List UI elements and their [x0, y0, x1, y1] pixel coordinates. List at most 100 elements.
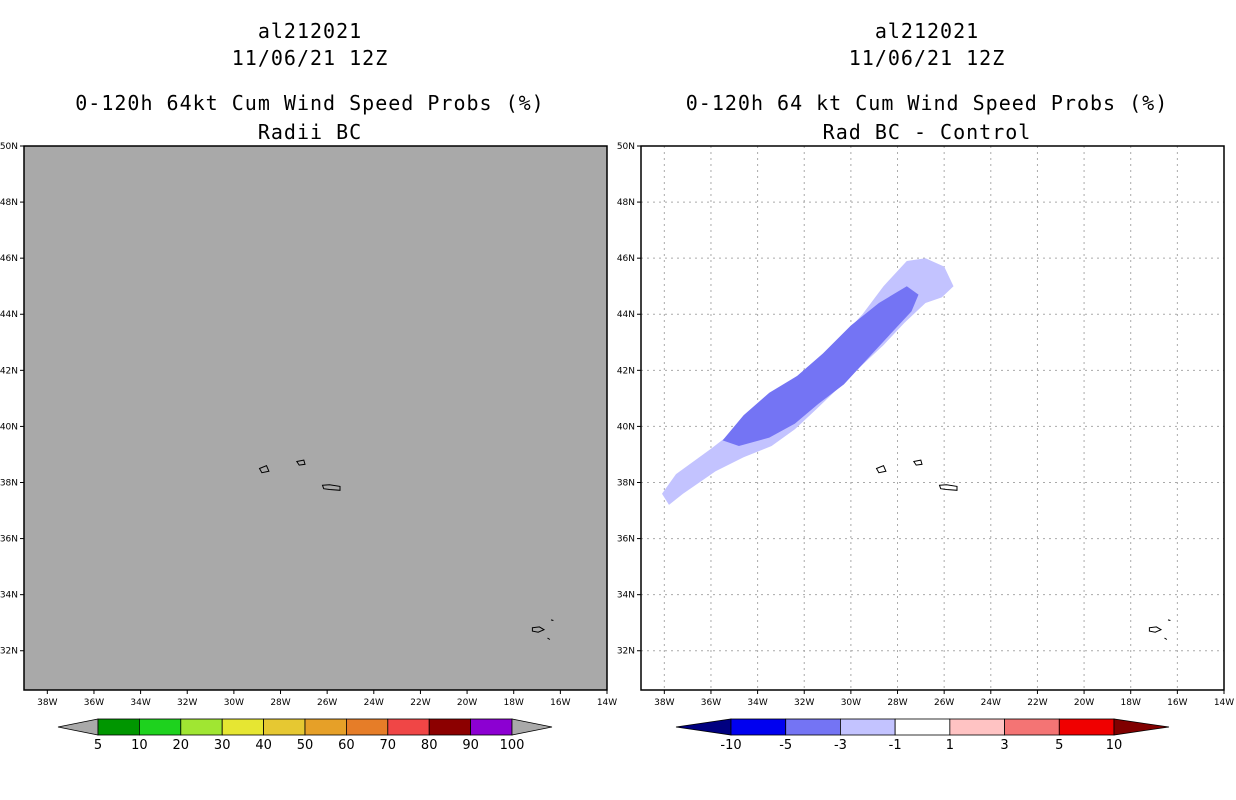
colorbar-arrow-low — [675, 718, 732, 736]
x-tick-label: 24W — [364, 698, 384, 708]
x-tick-label: 22W — [1027, 698, 1047, 708]
right-title: 0-120h 64 kt Cum Wind Speed Probs (%) — [685, 91, 1169, 115]
plot-area-panel-0 — [24, 146, 607, 690]
plot-frame — [23, 145, 608, 691]
y-tick-label: 36N — [617, 535, 635, 545]
island-coastline — [1164, 637, 1168, 640]
colorbar-label: 10 — [131, 738, 148, 753]
x-tick-label: 36W — [84, 698, 104, 708]
colorbar-segment — [345, 718, 389, 736]
colorbar-label: 60 — [338, 738, 355, 753]
colorbar-label: -3 — [834, 738, 847, 753]
island-coastline — [321, 484, 341, 491]
x-tick-label: 34W — [747, 698, 767, 708]
colorbar-label: -1 — [889, 738, 902, 753]
colorbar-segment — [1004, 718, 1060, 736]
colorbar-label: -5 — [779, 738, 792, 753]
y-tick-label: 50N — [617, 142, 635, 152]
colorbar-label: 70 — [380, 738, 397, 753]
colorbar-segment — [97, 718, 140, 736]
left-storm-id: al212021 — [257, 19, 363, 43]
colorbar-segment — [138, 718, 182, 736]
island-coastline — [938, 484, 958, 491]
x-tick-label: 26W — [317, 698, 337, 708]
left-title: 0-120h 64kt Cum Wind Speed Probs (%) — [75, 91, 545, 115]
y-tick-label: 40N — [0, 422, 18, 432]
colorbar-arrow-high — [1113, 718, 1170, 736]
y-tick-label: 44N — [617, 310, 635, 320]
x-tick-label: 18W — [504, 698, 524, 708]
x-tick-label: 32W — [177, 698, 197, 708]
right-date: 11/06/21 12Z — [848, 46, 1006, 70]
island-coastline — [258, 465, 270, 474]
y-tick-label: 48N — [617, 198, 635, 208]
x-tick-label: 16W — [1167, 698, 1187, 708]
y-tick-label: 42N — [0, 366, 18, 376]
island-coastline — [295, 459, 306, 466]
y-tick-label: 38N — [0, 478, 18, 488]
island-coastline — [1167, 619, 1171, 621]
x-tick-label: 30W — [841, 698, 861, 708]
y-tick-label: 50N — [0, 142, 18, 152]
x-tick-label: 32W — [794, 698, 814, 708]
colorbar-label: 30 — [214, 738, 231, 753]
colorbar-label: 20 — [173, 738, 190, 753]
x-tick-label: 14W — [597, 698, 617, 708]
y-tick-label: 46N — [0, 254, 18, 264]
x-tick-label: 20W — [457, 698, 477, 708]
plot-frame — [640, 145, 1225, 691]
colorbar-label: 3 — [1000, 738, 1008, 753]
right-subtitle: Rad BC - Control — [822, 120, 1032, 144]
colorbar-label: 80 — [421, 738, 438, 753]
colorbar-label: -10 — [720, 738, 741, 753]
y-tick-label: 40N — [617, 422, 635, 432]
x-tick-label: 38W — [654, 698, 674, 708]
x-tick-label: 26W — [934, 698, 954, 708]
island-coastline — [1148, 626, 1163, 633]
colorbar-segment — [180, 718, 223, 736]
x-tick-label: 14W — [1214, 698, 1234, 708]
colorbar-segment — [304, 718, 347, 736]
right-storm-id: al212021 — [874, 19, 980, 43]
colorbar-segment — [428, 718, 472, 736]
plot-area-panel-1 — [641, 146, 1224, 690]
island-coastline — [912, 459, 923, 466]
colorbar-segment — [1058, 718, 1115, 736]
y-tick-label: 32N — [617, 647, 635, 657]
y-tick-label: 48N — [0, 198, 18, 208]
colorbar-segment — [730, 718, 787, 736]
x-tick-label: 30W — [224, 698, 244, 708]
x-tick-label: 24W — [981, 698, 1001, 708]
colorbar-segment — [263, 718, 306, 736]
x-tick-label: 38W — [37, 698, 57, 708]
x-tick-label: 34W — [130, 698, 150, 708]
colorbar-label: 5 — [1055, 738, 1063, 753]
colorbar-label: 1 — [946, 738, 954, 753]
y-tick-label: 42N — [617, 366, 635, 376]
colorbar-segment — [470, 718, 513, 736]
x-tick-label: 20W — [1074, 698, 1094, 708]
colorbar-segment — [785, 718, 841, 736]
island-coastline — [550, 619, 554, 621]
y-tick-label: 32N — [0, 647, 18, 657]
colorbar-label: 40 — [255, 738, 272, 753]
x-tick-label: 28W — [887, 698, 907, 708]
x-tick-label: 28W — [270, 698, 290, 708]
x-tick-label: 36W — [701, 698, 721, 708]
colorbar-segment — [949, 718, 1005, 736]
colorbar-label: 10 — [1106, 738, 1123, 753]
colorbar-label: 90 — [462, 738, 479, 753]
colorbar-arrow-low — [57, 718, 99, 736]
prob-diff-region-1 — [722, 286, 919, 446]
left-date: 11/06/21 12Z — [231, 46, 389, 70]
x-tick-label: 18W — [1121, 698, 1141, 708]
y-tick-label: 36N — [0, 535, 18, 545]
island-coastline — [531, 626, 546, 633]
colorbar-label: 100 — [500, 738, 525, 753]
colorbar-segment — [387, 718, 430, 736]
y-tick-label: 46N — [617, 254, 635, 264]
colorbar-segment — [840, 718, 896, 736]
y-tick-label: 38N — [617, 478, 635, 488]
colorbar-segment — [894, 718, 951, 736]
